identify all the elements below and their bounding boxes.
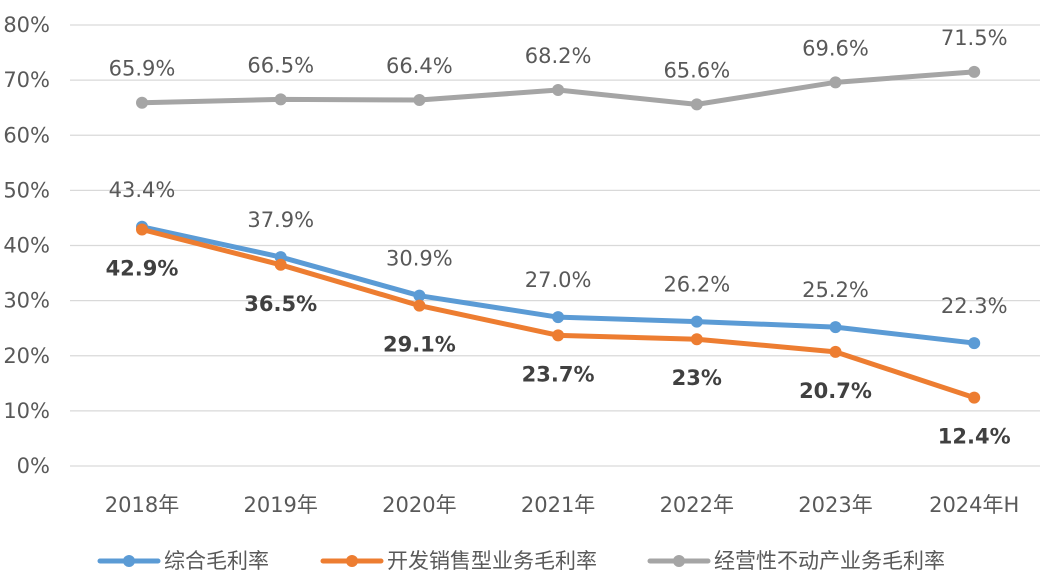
data-label: 20.7% [799, 379, 872, 403]
data-point [690, 315, 703, 328]
data-point [413, 299, 426, 312]
data-point [690, 98, 703, 111]
y-tick-label: 10% [3, 399, 50, 423]
x-tick-label: 2020年 [382, 493, 456, 517]
data-point [829, 76, 842, 89]
data-label: 26.2% [663, 273, 730, 297]
data-point [968, 65, 981, 78]
data-point [968, 391, 981, 404]
data-point [274, 258, 287, 271]
y-tick-label: 0% [17, 454, 50, 478]
data-label: 37.9% [247, 208, 314, 232]
data-point [690, 333, 703, 346]
series [136, 65, 981, 111]
data-labels: 65.9% 66.5% 66.4% 68.2% 65.6% 69.6% 71.5% 43.4%… [106, 26, 1011, 449]
data-point [552, 84, 565, 97]
data-point [136, 96, 148, 109]
legend-swatch-marker [123, 555, 135, 567]
data-label: 71.5% [941, 26, 1008, 50]
data-label: 68.2% [525, 44, 592, 68]
data-label: 23.7% [522, 362, 595, 386]
x-tick-label: 2023年 [798, 493, 872, 517]
data-label: 66.4% [386, 54, 453, 78]
data-point [552, 311, 565, 324]
data-label: 12.4% [938, 425, 1011, 449]
data-point [413, 93, 426, 106]
x-tick-label: 2019年 [243, 493, 317, 517]
legend-label: 经营性不动产业务毛利率 [714, 549, 945, 573]
data-label: 42.9% [106, 257, 179, 281]
data-label: 29.1% [383, 333, 456, 357]
data-label: 30.9% [386, 247, 453, 271]
x-tick-label: 2021年 [521, 493, 595, 517]
legend-swatch-marker [673, 555, 685, 567]
data-point [274, 93, 287, 106]
y-axis-ticks: 0% 10% 20% 30% 40% 50% 60% 70% 80% [3, 13, 50, 478]
y-tick-label: 70% [3, 68, 50, 92]
data-point [413, 289, 426, 302]
data-label: 22.3% [941, 294, 1008, 318]
data-label: 23% [672, 366, 722, 390]
y-tick-label: 50% [3, 178, 50, 202]
y-tick-label: 60% [3, 123, 50, 147]
data-label: 65.9% [109, 57, 176, 81]
legend-label: 开发销售型业务毛利率 [387, 549, 597, 573]
data-point [829, 321, 842, 334]
y-tick-label: 20% [3, 344, 50, 368]
legend-swatch-marker [346, 555, 358, 567]
data-point [552, 329, 565, 342]
data-label: 65.6% [663, 58, 730, 82]
x-tick-label: 2024年H [929, 493, 1019, 517]
data-point [136, 223, 148, 236]
y-tick-label: 40% [3, 234, 50, 258]
x-axis-ticks: 2018年 2019年 2020年 2021年 2022年 2023年 2024年H [105, 493, 1020, 517]
data-label: 66.5% [247, 53, 314, 77]
y-tick-label: 80% [3, 13, 50, 37]
data-label: 36.5% [244, 292, 317, 316]
legend-item: 经营性不动产业务毛利率 [647, 549, 945, 573]
legend-item: 综合毛利率 [97, 549, 269, 573]
legend-item: 开发销售型业务毛利率 [320, 549, 597, 573]
data-point [829, 345, 842, 358]
data-label: 43.4% [109, 178, 176, 202]
series [136, 223, 981, 404]
x-tick-label: 2022年 [660, 493, 734, 517]
data-point [968, 337, 981, 350]
data-label: 25.2% [802, 278, 869, 302]
y-tick-label: 30% [3, 289, 50, 313]
data-label: 69.6% [802, 36, 869, 60]
legend-label: 综合毛利率 [164, 549, 269, 573]
data-label: 27.0% [525, 268, 592, 292]
legend: 综合毛利率 开发销售型业务毛利率 经营性不动产业务毛利率 [97, 549, 945, 573]
series-lines [136, 65, 981, 404]
x-tick-label: 2018年 [105, 493, 179, 517]
